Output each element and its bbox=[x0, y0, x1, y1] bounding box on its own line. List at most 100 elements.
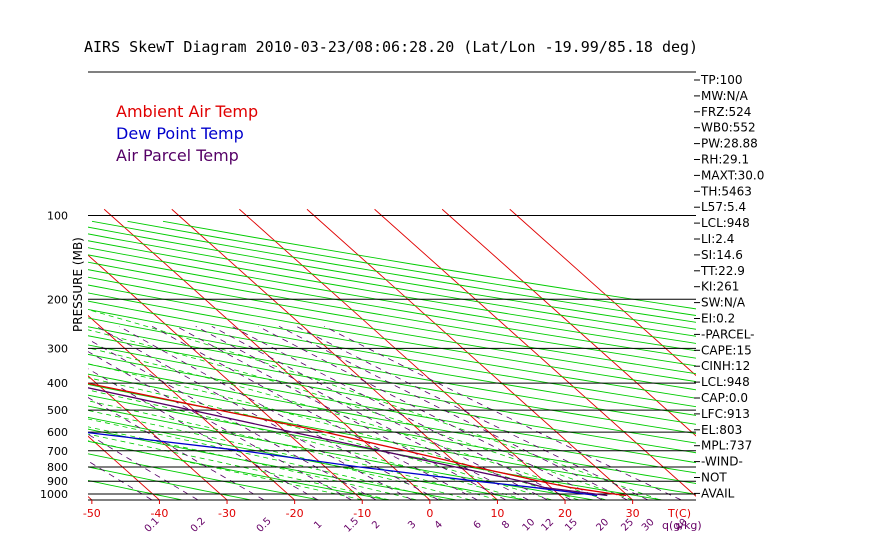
index-line: MW:N/A bbox=[701, 89, 749, 103]
pressure-tick-label: 400 bbox=[47, 377, 68, 390]
dry-adiabat bbox=[88, 363, 696, 474]
mixing-ratio-line bbox=[88, 433, 199, 500]
bottom-tick-label: 0 bbox=[426, 507, 433, 520]
bottom-tick-label: 30 bbox=[626, 507, 640, 520]
index-line: CINH:12 bbox=[701, 359, 750, 373]
index-line: LI:2.4 bbox=[701, 232, 734, 246]
dry-adiabat bbox=[88, 416, 525, 500]
mixing-ratio-tick-label: 30 bbox=[640, 517, 657, 534]
moist-adiabat bbox=[88, 426, 417, 500]
dry-adiabat bbox=[88, 276, 696, 383]
index-line: CAP:0.0 bbox=[701, 391, 748, 405]
isotherm bbox=[171, 208, 498, 500]
pressure-tick-label: 700 bbox=[47, 445, 68, 458]
mixing-ratio-tick-label: 6 bbox=[472, 519, 484, 531]
moist-adiabat bbox=[88, 329, 633, 500]
index-line: LCL:948 bbox=[701, 375, 750, 389]
mixing-ratio-label: q(g/kg) bbox=[662, 519, 702, 532]
legend: Ambient Air Temp Dew Point Temp Air Parc… bbox=[116, 102, 258, 165]
dry-adiabat bbox=[88, 292, 696, 399]
bottom-tick-label: 20 bbox=[558, 507, 572, 520]
isotherm bbox=[374, 208, 696, 497]
dry-adiabat bbox=[88, 300, 696, 408]
x-axis-label: T(C) bbox=[667, 507, 691, 520]
moist-adiabat bbox=[88, 389, 525, 500]
dry-adiabat bbox=[88, 344, 696, 454]
index-line: WB0:552 bbox=[701, 121, 756, 135]
dry-adiabat bbox=[88, 240, 696, 344]
mixing-ratio-tick-label: 0.2 bbox=[189, 516, 208, 535]
index-line: SI:14.6 bbox=[701, 248, 743, 262]
mixing-ratio-tick-label: 2 bbox=[370, 519, 382, 531]
dry-adiabat bbox=[88, 453, 319, 500]
bottom-temperature-axis: -50 -40 -30 -20 -10 0 10 20 30 bbox=[83, 500, 640, 520]
series-line-air-parcel-temp bbox=[88, 387, 608, 497]
mixing-ratio-line bbox=[176, 325, 506, 500]
moist-adiabat bbox=[88, 347, 606, 500]
isotherm bbox=[103, 208, 430, 500]
dry-adiabat bbox=[88, 428, 456, 500]
pressure-tick-label: 100 bbox=[47, 209, 68, 222]
index-line: FRZ:524 bbox=[701, 105, 751, 119]
mixing-ratio-line bbox=[88, 368, 318, 500]
mixing-ratio-line bbox=[257, 325, 603, 500]
mixing-ratio-line bbox=[296, 325, 648, 500]
pressure-tick-label: 200 bbox=[47, 293, 68, 306]
bottom-tick-label: 10 bbox=[490, 507, 504, 520]
index-line: EL:803 bbox=[701, 423, 742, 437]
moist-adiabat bbox=[88, 400, 498, 500]
legend-ambient-air-temp: Ambient Air Temp bbox=[116, 102, 258, 121]
index-line: CAPE:15 bbox=[701, 343, 752, 357]
indices-panel: TP:100 MW:N/A FRZ:524 WB0:552 PW:28.88 RH:29.… bbox=[694, 73, 764, 500]
dry-adiabat bbox=[88, 353, 696, 464]
index-line: AVAIL bbox=[701, 486, 735, 500]
pressure-tick-label: 300 bbox=[47, 342, 68, 355]
index-line: TP:100 bbox=[700, 73, 743, 87]
mixing-ratio-line bbox=[118, 325, 439, 500]
isotherm bbox=[88, 314, 295, 500]
isotherm bbox=[88, 375, 228, 500]
index-line: MAXT:30.0 bbox=[701, 168, 764, 182]
mixing-ratio-line bbox=[96, 325, 413, 500]
dry-adiabat bbox=[88, 405, 593, 500]
mixing-ratio-line bbox=[278, 325, 628, 500]
index-line: -WIND- bbox=[701, 455, 743, 469]
index-line: EI:0.2 bbox=[701, 312, 735, 326]
mixing-ratio-line bbox=[211, 325, 548, 500]
isotherm bbox=[88, 254, 363, 500]
mixing-ratio-line bbox=[231, 325, 572, 500]
bottom-tick-label: -30 bbox=[218, 507, 236, 520]
index-line: SW:N/A bbox=[701, 296, 746, 310]
mixing-ratio-tick-label: 12 bbox=[540, 517, 557, 534]
pressure-tick-label: 600 bbox=[47, 426, 68, 439]
bottom-tick-label: -10 bbox=[353, 507, 371, 520]
mixing-ratio-tick-label: 3 bbox=[406, 519, 418, 531]
index-line: MPL:737 bbox=[701, 439, 752, 453]
index-line: TH:5463 bbox=[700, 184, 752, 198]
index-line: LFC:913 bbox=[701, 407, 750, 421]
mixing-ratio-line bbox=[323, 325, 682, 500]
mixing-ratio-line bbox=[88, 351, 352, 500]
isotherm bbox=[441, 208, 696, 437]
index-line: -PARCEL- bbox=[701, 327, 755, 341]
mixing-ratio-line bbox=[195, 325, 529, 500]
index-line: KI:261 bbox=[701, 280, 739, 294]
mixing-ratio-line bbox=[88, 338, 377, 500]
isotherm bbox=[0, 209, 24, 500]
dry-adiabat bbox=[88, 284, 696, 391]
mixing-ratio-tick-label: 20 bbox=[594, 517, 611, 534]
index-line: RH:29.1 bbox=[701, 153, 749, 167]
dry-adiabat bbox=[88, 383, 696, 495]
mixing-ratio-tick-label: 8 bbox=[500, 519, 512, 531]
dry-adiabat bbox=[88, 254, 696, 359]
dry-adiabat bbox=[88, 335, 696, 444]
moist-adiabat bbox=[88, 409, 471, 500]
pressure-tick-label: 800 bbox=[47, 461, 68, 474]
isotherm bbox=[239, 208, 566, 500]
chart-title: AIRS SkewT Diagram 2010-03-23/08:06:28.2… bbox=[84, 38, 698, 56]
moist-adiabat bbox=[88, 418, 444, 500]
mixing-ratio-tick-label: 4 bbox=[433, 519, 445, 531]
mixing-ratio-tick-label: 0.5 bbox=[255, 516, 274, 535]
